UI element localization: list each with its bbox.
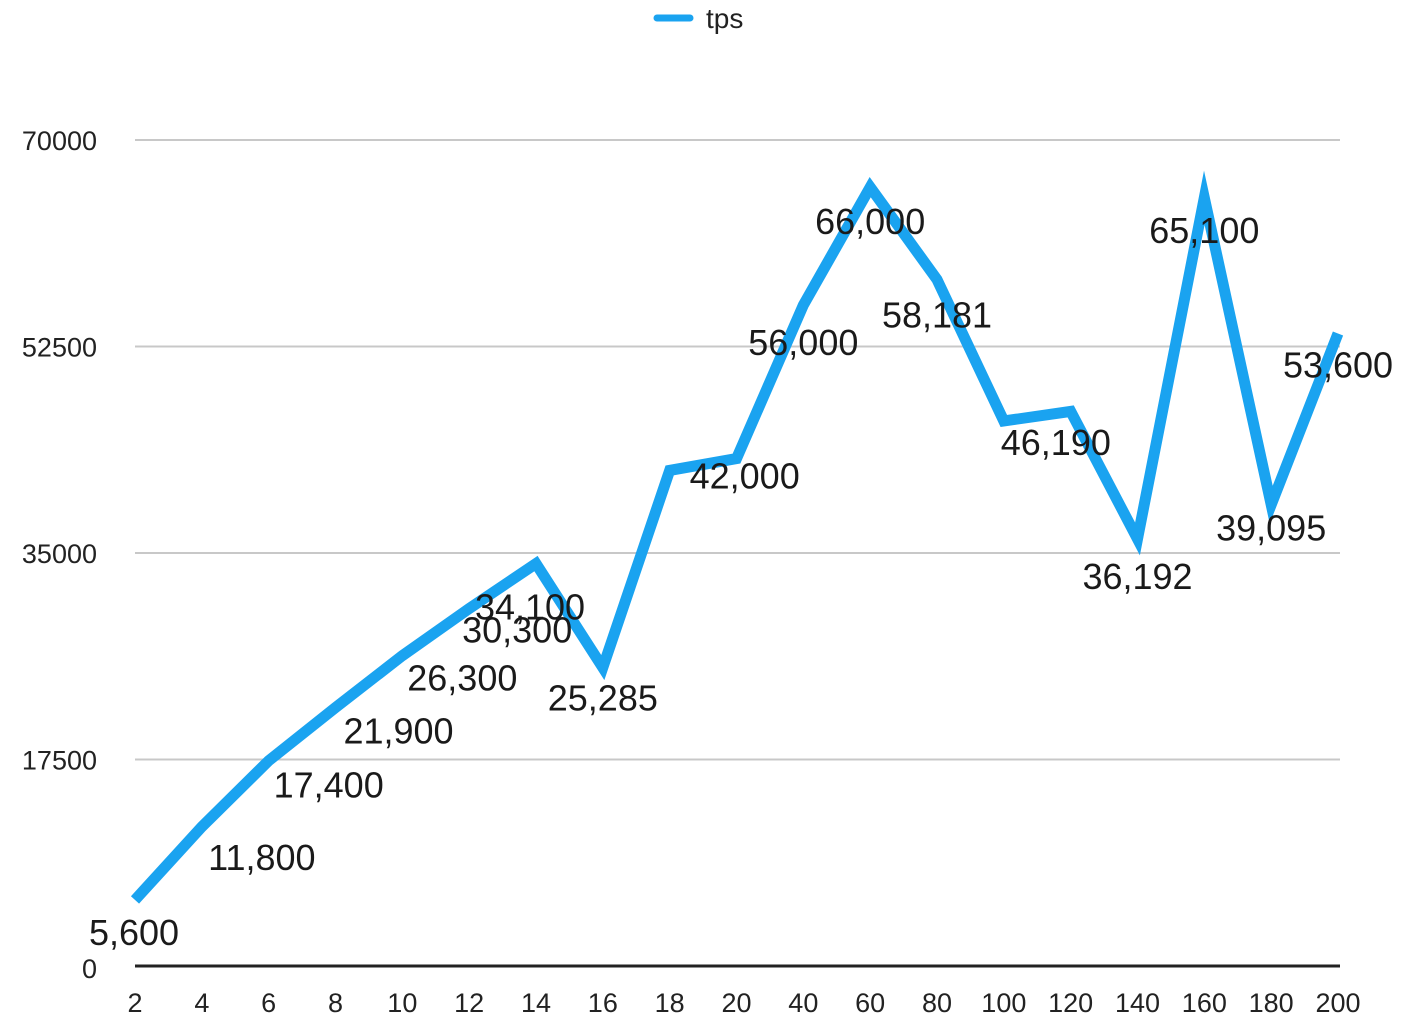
data-label-16: 25,285	[548, 678, 658, 719]
data-label-2: 5,600	[89, 912, 179, 953]
x-tick-20: 20	[721, 988, 751, 1018]
data-label-60: 66,000	[815, 201, 925, 242]
data-label-4: 11,800	[208, 837, 315, 878]
legend-label-tps: tps	[706, 3, 743, 34]
y-tick-52500: 52500	[22, 333, 97, 363]
y-tick-70000: 70000	[22, 126, 97, 156]
x-tick-60: 60	[855, 988, 885, 1018]
series-line-tps	[130, 170, 1344, 904]
x-tick-12: 12	[454, 988, 484, 1018]
x-tick-8: 8	[328, 988, 343, 1018]
data-labels: 5,600 11,800 17,400 21,900 26,300 30,30034,10…	[89, 201, 1393, 953]
series-group	[130, 170, 1344, 904]
x-tick-10: 10	[387, 988, 417, 1018]
data-label-140: 36,192	[1082, 556, 1192, 597]
data-label-100: 46,190	[1001, 422, 1111, 463]
x-tick-160: 160	[1182, 988, 1227, 1018]
x-tick-18: 18	[655, 988, 685, 1018]
legend: tps	[653, 3, 743, 34]
data-label-40: 56,000	[748, 322, 858, 363]
data-label-14: 34,100	[475, 587, 585, 628]
data-label-8: 21,900	[343, 711, 453, 752]
x-tick-140: 140	[1115, 988, 1160, 1018]
data-label-80: 58,181	[882, 294, 992, 335]
x-tick-40: 40	[788, 988, 818, 1018]
x-tick-80: 80	[922, 988, 952, 1018]
data-label-180: 39,095	[1216, 508, 1326, 549]
y-axis-ticks: 0 17500 35000 52500 70000	[22, 126, 97, 984]
x-tick-14: 14	[521, 988, 551, 1018]
y-tick-17500: 17500	[22, 746, 97, 776]
x-tick-4: 4	[194, 988, 209, 1018]
data-label-200: 53,600	[1283, 345, 1393, 386]
gridlines	[135, 139, 1340, 761]
x-tick-180: 180	[1249, 988, 1294, 1018]
y-tick-35000: 35000	[22, 539, 97, 569]
x-tick-100: 100	[981, 988, 1026, 1018]
x-tick-2: 2	[127, 988, 142, 1018]
y-tick-0: 0	[82, 954, 97, 984]
x-tick-16: 16	[588, 988, 618, 1018]
x-tick-120: 120	[1048, 988, 1093, 1018]
x-tick-6: 6	[261, 988, 276, 1018]
data-label-12: 30,300	[462, 609, 572, 650]
data-label-18: 42,000	[690, 455, 800, 496]
x-axis-ticks: 2 4 6 8 10 12 14 16 18 20 40 60 80 100 120 140 160 180 200	[127, 988, 1360, 1018]
data-label-160: 65,100	[1149, 210, 1259, 251]
data-label-10: 26,300	[407, 658, 517, 699]
data-label-6: 17,400	[274, 765, 384, 806]
x-tick-200: 200	[1315, 988, 1360, 1018]
